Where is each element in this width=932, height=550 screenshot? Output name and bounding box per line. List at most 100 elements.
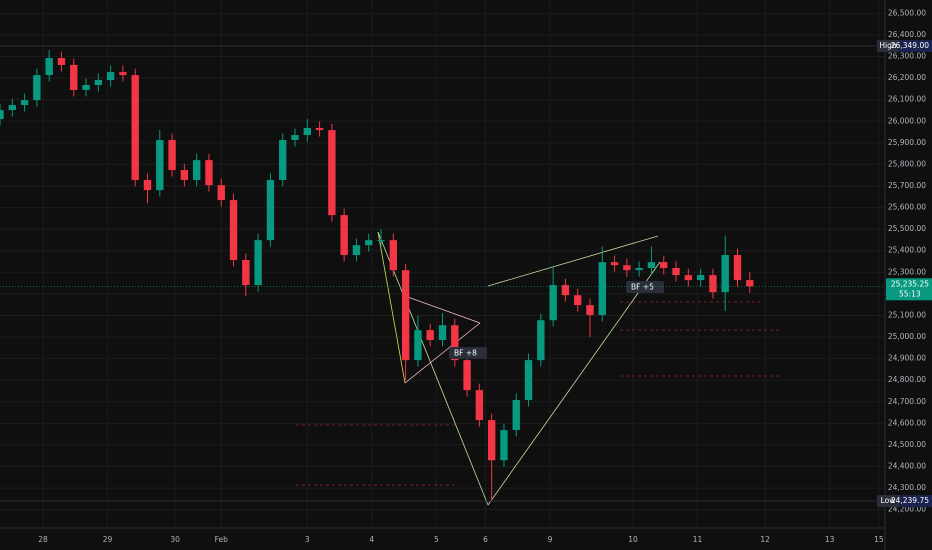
- y-tick-label: 25,700.00: [888, 181, 926, 190]
- y-tick-label: 26,500.00: [888, 8, 926, 17]
- y-tick-label: 24,300.00: [888, 483, 926, 492]
- x-tick-label: 3: [305, 535, 310, 544]
- y-tick-label: 25,900.00: [888, 138, 926, 147]
- marker-label-box: [877, 495, 899, 508]
- marker-label: High: [879, 41, 896, 50]
- last-price-box: [886, 278, 932, 301]
- axes: 24,200.00 24,300.00 24,400.00 24,500.00 24,6…: [38, 8, 926, 544]
- candle-body: [20, 100, 29, 106]
- candle-body: [500, 430, 508, 461]
- candle-body: [647, 262, 656, 268]
- candle-body: [180, 170, 189, 180]
- marker-value-box: [899, 39, 932, 52]
- x-tick-label: 13: [825, 535, 835, 544]
- x-tick-label: 5: [434, 535, 439, 544]
- marker-value: 26,349.00: [891, 41, 929, 50]
- x-tick-label: 15: [874, 535, 884, 544]
- y-tick-label: 26,400.00: [888, 30, 926, 39]
- x-tick-label: 4: [369, 535, 374, 544]
- candle-body: [389, 240, 398, 271]
- candle-body: [352, 245, 361, 256]
- candle-body: [586, 305, 594, 316]
- candle-body: [549, 285, 557, 321]
- candles: [0, 50, 754, 502]
- y-tick-label: 26,000.00: [888, 116, 926, 125]
- candle-body: [524, 360, 533, 401]
- candle-body: [610, 262, 619, 266]
- y-tick-label: 25,600.00: [888, 203, 926, 212]
- candle-body: [401, 270, 410, 361]
- candle-body: [487, 420, 496, 461]
- candle-body: [266, 179, 275, 241]
- annotation-box: [626, 281, 664, 293]
- trend-line: [377, 231, 489, 506]
- last-price-value: 25,235.25: [891, 279, 929, 288]
- candle-body: [254, 240, 262, 286]
- countdown: 55:13: [899, 289, 921, 298]
- candle-body: [365, 240, 373, 246]
- candle-body: [672, 267, 680, 276]
- candle-body: [475, 390, 484, 421]
- trend-line: [377, 231, 406, 384]
- candle-body: [229, 200, 238, 261]
- y-tick-label: 25,500.00: [888, 224, 926, 233]
- candle-body: [561, 285, 570, 296]
- trend-line: [487, 261, 661, 506]
- candle-body: [0, 110, 4, 120]
- candle-body: [70, 64, 78, 90]
- candle-body: [623, 265, 631, 271]
- candle-body: [192, 160, 201, 180]
- candle-body: [45, 58, 53, 76]
- candle-body: [94, 80, 103, 86]
- candle-body: [303, 127, 311, 136]
- candle-body: [721, 255, 729, 293]
- candle-body: [438, 325, 447, 341]
- y-tick-label: 25,400.00: [888, 246, 926, 255]
- candle-body: [315, 127, 324, 131]
- marker-value: 24,239.75: [891, 496, 929, 505]
- candle-body: [242, 260, 250, 286]
- y-tick-label: 25,000.00: [888, 332, 926, 341]
- y-tick-label: 24,900.00: [888, 354, 926, 363]
- y-tick-label: 24,700.00: [888, 397, 926, 406]
- y-tick-label: 24,600.00: [888, 418, 926, 427]
- marker-value-box: [899, 495, 932, 508]
- candle-body: [709, 275, 717, 293]
- candle-body: [279, 140, 287, 180]
- y-tick-label: 25,800.00: [888, 159, 926, 168]
- x-tick-label: 10: [628, 535, 638, 544]
- candle-body: [696, 275, 705, 281]
- marker-label: Low: [881, 496, 896, 505]
- y-tick-label: 26,100.00: [888, 95, 926, 104]
- candle-body: [746, 280, 754, 287]
- candle-body: [291, 135, 299, 141]
- x-tick-label: 11: [693, 535, 703, 544]
- x-tick-label: 30: [170, 535, 180, 544]
- candle-body: [143, 179, 152, 191]
- y-tick-label: 24,500.00: [888, 440, 926, 449]
- candle-body: [217, 185, 225, 201]
- candle-body: [106, 72, 115, 81]
- candle-body: [733, 255, 742, 281]
- wedge-line: [404, 322, 481, 384]
- y-tick-label: 24,400.00: [888, 462, 926, 471]
- candle-body: [340, 215, 348, 256]
- candle-body: [660, 262, 668, 268]
- candle-body: [684, 275, 693, 281]
- candle-body: [82, 85, 90, 90]
- x-tick-label: 9: [548, 535, 553, 544]
- candle-body: [377, 240, 385, 242]
- y-tick-label: 24,800.00: [888, 375, 926, 384]
- candle-body: [328, 130, 336, 216]
- candle-body: [598, 262, 606, 316]
- y-tick-label: 24,200.00: [888, 505, 926, 514]
- wedge-line: [404, 295, 481, 324]
- annotation-text: BF +8: [454, 349, 477, 358]
- x-tick-label: 6: [483, 535, 488, 544]
- y-tick-label: 26,200.00: [888, 73, 926, 82]
- candle-body: [574, 295, 582, 306]
- y-tick-label: 25,300.00: [888, 267, 926, 276]
